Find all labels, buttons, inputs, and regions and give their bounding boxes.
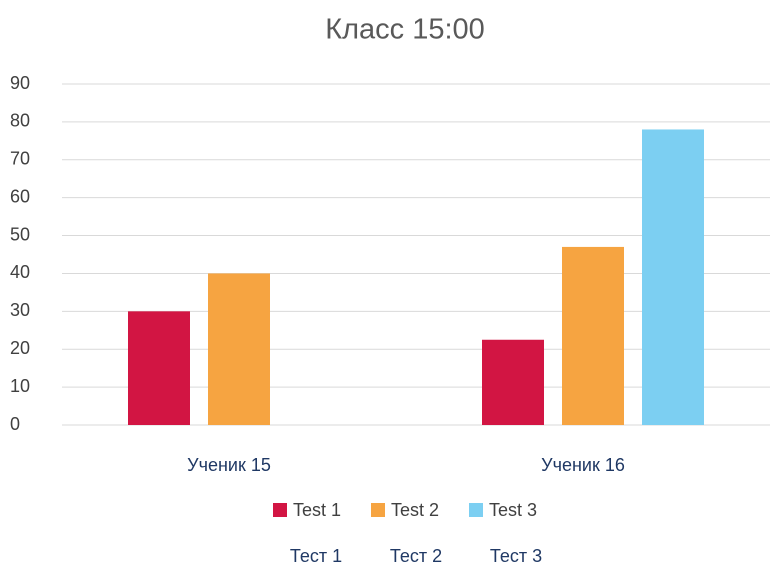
y-tick-label: 90 <box>10 73 30 93</box>
legend-swatch <box>371 503 385 517</box>
legend-label: Test 2 <box>391 500 439 520</box>
bar <box>482 339 544 425</box>
legend-label: Test 1 <box>293 500 341 520</box>
annotation: Тест 1 <box>290 546 342 566</box>
y-tick-label: 40 <box>10 262 30 282</box>
annotation: Тест 2 <box>390 546 442 566</box>
chart-title: Класс 15:00 <box>325 14 485 46</box>
x-tick-label: Ученик 15 <box>187 455 271 475</box>
bar <box>562 246 624 425</box>
legend-swatch <box>469 503 483 517</box>
x-tick-label: Ученик 16 <box>541 455 625 475</box>
bar <box>208 273 270 425</box>
y-tick-label: 70 <box>10 149 30 169</box>
y-tick-label: 30 <box>10 300 30 320</box>
bar <box>128 311 190 425</box>
legend-label: Test 3 <box>489 500 537 520</box>
y-tick-label: 0 <box>10 414 20 434</box>
y-tick-label: 60 <box>10 186 30 206</box>
y-tick-label: 50 <box>10 224 30 244</box>
annotation: Тест 3 <box>490 546 542 566</box>
y-tick-label: 10 <box>10 376 30 396</box>
legend-swatch <box>273 503 287 517</box>
y-tick-label: 80 <box>10 111 30 131</box>
bar <box>642 129 704 425</box>
y-tick-label: 20 <box>10 338 30 358</box>
